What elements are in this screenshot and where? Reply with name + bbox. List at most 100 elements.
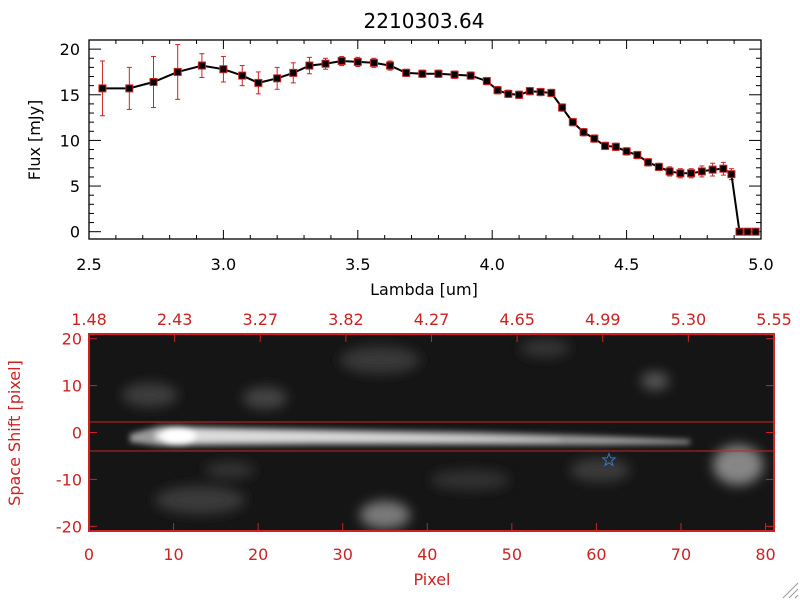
data-point <box>697 167 706 176</box>
data-point <box>504 89 513 98</box>
data-point <box>601 141 610 150</box>
data-point <box>289 68 298 77</box>
data-point <box>353 57 362 66</box>
wavelength-tick-label: 4.65 <box>499 310 535 329</box>
space-shift-tick-label: -20 <box>56 517 82 536</box>
wavelength-tick-label: 4.27 <box>414 310 450 329</box>
spectrum-frame <box>88 39 762 240</box>
wavelength-tick-label: 5.30 <box>671 310 707 329</box>
pixel-tick-label: 10 <box>163 545 183 564</box>
data-point <box>238 71 247 80</box>
data-point <box>665 167 674 176</box>
data-point <box>633 151 642 160</box>
data-point <box>219 65 228 74</box>
data-point <box>568 118 577 127</box>
data-point <box>149 77 158 86</box>
data-point <box>418 69 427 78</box>
flux-line <box>102 59 756 233</box>
data-point <box>547 88 556 97</box>
flux-markers <box>98 56 760 236</box>
x-tick-label: 2.5 <box>76 255 101 274</box>
x-tick-label: 3.5 <box>345 255 370 274</box>
data-point <box>254 78 263 87</box>
data-point <box>482 77 491 86</box>
data-point <box>654 162 663 171</box>
y-axis-label-space-shift: Space Shift [pixel] <box>5 360 24 506</box>
data-point <box>173 67 182 76</box>
data-point <box>515 90 524 99</box>
space-shift-tick-label: 0 <box>72 424 82 443</box>
data-point <box>611 142 620 151</box>
y-tick-label: 0 <box>70 223 80 242</box>
pixel-tick-label: 40 <box>417 545 437 564</box>
data-point <box>622 147 631 156</box>
y-tick-label: 10 <box>60 131 80 150</box>
data-point <box>743 227 752 236</box>
data-point <box>687 169 696 178</box>
space-shift-axis-ticks: 20 10 0 -10 -20 <box>56 330 774 536</box>
data-point <box>590 134 599 143</box>
y-axis-label: Flux [mJy] <box>25 100 44 181</box>
data-point <box>751 227 760 236</box>
wavelength-axis-ticks: 1.48 2.43 3.27 3.82 4.27 4.65 4.99 5.30 5.55 <box>71 310 792 342</box>
error-bars <box>99 44 734 181</box>
data-point <box>125 84 134 93</box>
data-point <box>321 59 330 68</box>
data-point <box>558 103 567 112</box>
y-tick-label: 20 <box>60 40 80 59</box>
data-point <box>369 58 378 67</box>
data-point <box>434 69 443 78</box>
pixel-tick-label: 0 <box>84 545 94 564</box>
wavelength-tick-label: 5.55 <box>756 310 792 329</box>
data-point <box>493 86 502 95</box>
data-point <box>197 61 206 70</box>
pixel-tick-label: 80 <box>755 545 775 564</box>
wavelength-tick-label: 1.48 <box>71 310 107 329</box>
spectrum-image-panel: 0 10 20 30 40 50 60 70 80 1.48 2.43 3.27 3.82 4.27 4.… <box>5 310 792 589</box>
data-point <box>644 158 653 167</box>
pixel-tick-label: 70 <box>671 545 691 564</box>
wavelength-tick-label: 4.99 <box>585 310 621 329</box>
x-tick-label: 4.5 <box>614 255 639 274</box>
source-star-icon <box>601 452 617 467</box>
data-point <box>273 74 282 83</box>
x-axis-label-pixel: Pixel <box>413 570 450 589</box>
space-shift-tick-label: -10 <box>56 470 82 489</box>
y-tick-label: 15 <box>60 86 80 105</box>
spectrum-image <box>89 334 774 531</box>
data-point <box>735 227 744 236</box>
data-point <box>536 88 545 97</box>
data-point <box>337 56 346 65</box>
data-point <box>305 61 314 70</box>
data-point <box>98 84 107 93</box>
data-point <box>525 87 534 96</box>
data-point <box>676 169 685 178</box>
pixel-axis-ticks: 0 10 20 30 40 50 60 70 80 <box>84 523 776 564</box>
spectrum-plot: 2210303.64 2.5 3.0 3.5 4.0 4.5 5.0 0 5 10 15 20 L… <box>25 9 774 299</box>
x-tick-label: 4.0 <box>479 255 504 274</box>
space-shift-tick-label: 20 <box>62 330 82 349</box>
data-point <box>450 70 459 79</box>
data-point <box>386 61 395 70</box>
data-point <box>579 128 588 137</box>
data-point <box>466 71 475 80</box>
pixel-tick-label: 50 <box>502 545 522 564</box>
pixel-tick-label: 60 <box>586 545 606 564</box>
x-tick-label: 5.0 <box>748 255 773 274</box>
x-axis-ticks: 2.5 3.0 3.5 4.0 4.5 5.0 <box>76 40 774 274</box>
space-shift-tick-label: 10 <box>62 377 82 396</box>
resize-grip-icon[interactable] <box>782 582 799 599</box>
wavelength-tick-label: 2.43 <box>157 310 193 329</box>
x-axis-label: Lambda [um] <box>370 280 478 299</box>
wavelength-tick-label: 3.27 <box>242 310 278 329</box>
pixel-tick-label: 30 <box>333 545 353 564</box>
data-point <box>708 165 717 174</box>
pixel-tick-label: 20 <box>248 545 268 564</box>
x-tick-label: 3.0 <box>211 255 236 274</box>
y-tick-label: 5 <box>70 177 80 196</box>
wavelength-tick-label: 3.82 <box>328 310 364 329</box>
data-point <box>402 68 411 77</box>
y-axis-ticks: 0 5 10 15 20 <box>60 40 761 242</box>
data-point <box>727 170 736 179</box>
